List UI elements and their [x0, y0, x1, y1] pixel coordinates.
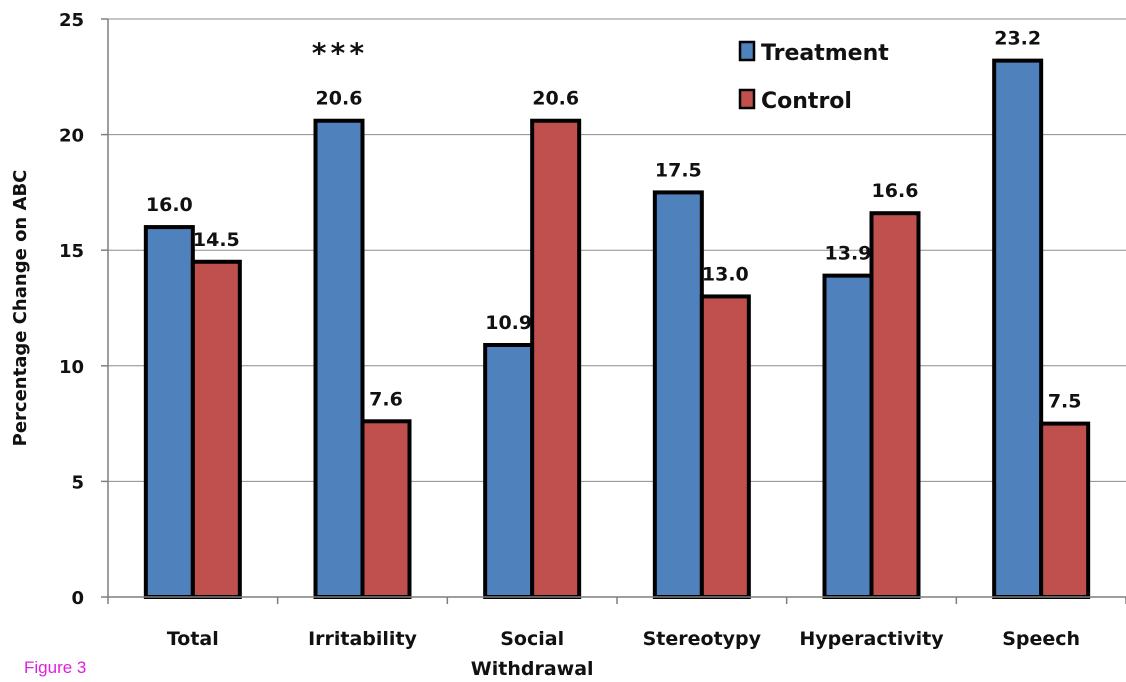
data-label: 16.0 — [146, 194, 193, 216]
y-tick-label: 10 — [59, 357, 84, 378]
annotations: *** — [311, 37, 368, 70]
data-labels: 16.014.5 20.6 7.6 10.9 20.6 17.5 13.0 13.9 16.6 2… — [146, 28, 1082, 413]
y-tick-label: 5 — [71, 472, 84, 493]
control-bar — [190, 259, 242, 599]
data-label: 13.9 — [825, 243, 872, 265]
category-label: Irritability — [308, 628, 417, 650]
gridlines — [108, 18, 1126, 482]
category-label: Social Withdrawal — [471, 628, 594, 680]
bars — [143, 58, 1091, 600]
data-label: 20.6 — [532, 88, 579, 110]
legend-label: Treatment — [761, 41, 889, 66]
y-axis-label: Percentage Change on ABC — [10, 170, 31, 447]
y-tick-label: 15 — [59, 241, 84, 262]
data-label: 13.0 — [702, 263, 749, 285]
treatment-bar — [143, 225, 195, 600]
treatment-legend-swatch — [738, 40, 756, 62]
data-label: 10.9 — [485, 312, 532, 334]
data-label: 14.5 — [193, 229, 240, 251]
y-tick-labels: 0 5 10 15 20 25 — [59, 10, 84, 609]
y-tick-label: 0 — [71, 588, 84, 609]
control-bar — [530, 118, 582, 599]
control-bar — [1039, 421, 1091, 599]
category-label: Hyperactivity — [799, 628, 944, 650]
category-label: Stereotypy — [643, 628, 762, 650]
treatment-bar — [313, 118, 365, 599]
control-bar — [699, 294, 751, 599]
category-label: Speech — [1002, 628, 1080, 650]
legend-label: Control — [761, 89, 852, 114]
treatment-bar — [483, 342, 535, 599]
control-bar — [360, 419, 412, 599]
category-labels: Total Irritability Social Withdrawal Stereot… — [167, 628, 1080, 680]
category-label: Total — [167, 628, 219, 650]
data-label: 7.6 — [369, 388, 403, 410]
y-tick-label: 20 — [59, 126, 84, 147]
y-tick-label: 25 — [59, 10, 84, 31]
treatment-bar — [822, 273, 874, 599]
data-label: 17.5 — [655, 159, 702, 181]
legend: Treatment Control — [738, 40, 889, 114]
control-bar — [869, 211, 921, 599]
figure-label: Figure 3 — [24, 658, 87, 677]
data-label: 7.5 — [1048, 391, 1082, 413]
treatment-bar — [992, 58, 1044, 599]
data-label: 20.6 — [316, 88, 363, 110]
control-legend-swatch — [738, 88, 756, 110]
treatment-bar — [652, 190, 704, 599]
data-label: 16.6 — [872, 180, 919, 202]
data-label: 23.2 — [994, 28, 1041, 50]
axes — [101, 18, 1126, 604]
significance-stars: *** — [311, 37, 368, 70]
